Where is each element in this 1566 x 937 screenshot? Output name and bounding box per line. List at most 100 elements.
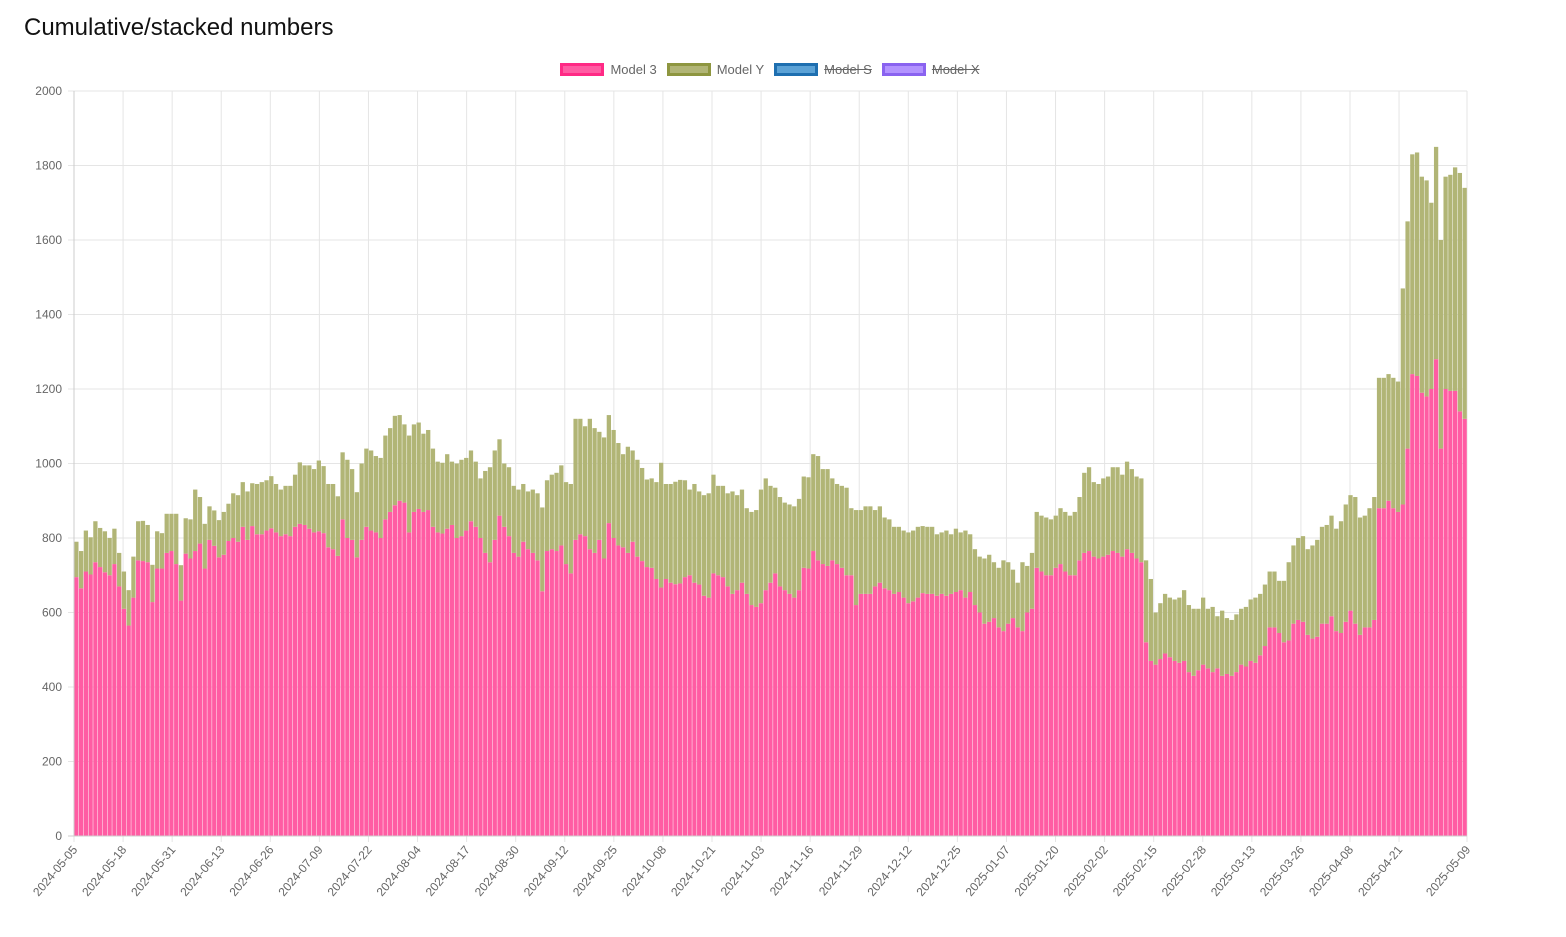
bar-model-y <box>1053 515 1058 568</box>
bar-model-3 <box>991 618 997 836</box>
bar-model-y <box>963 530 968 598</box>
bar-model-y <box>226 503 231 541</box>
bar-model-3 <box>711 573 716 836</box>
bar-model-3 <box>644 567 650 836</box>
legend-label: Model Y <box>716 62 765 77</box>
bar-model-y <box>735 495 740 591</box>
bar-model-y <box>349 469 355 540</box>
bar-model-y <box>1353 497 1358 624</box>
bar-model-y <box>525 491 531 550</box>
bar-model-y <box>1310 545 1315 639</box>
bar-model-3 <box>1172 660 1177 836</box>
bar-model-y <box>1433 146 1439 360</box>
bar-model-3 <box>159 568 165 836</box>
bar-model-y <box>521 483 526 542</box>
bar-model-3 <box>1105 554 1111 836</box>
bar-model-y <box>1376 377 1382 509</box>
bar-model-y <box>1086 467 1092 552</box>
legend-item-model-s[interactable]: Model S <box>774 62 872 77</box>
bar-model-y <box>269 476 274 529</box>
bar-model-3 <box>1405 448 1410 836</box>
bar-model-y <box>136 521 141 561</box>
bar-model-3 <box>1305 634 1310 836</box>
bar-model-y <box>1015 582 1020 628</box>
bar-model-3 <box>649 567 654 836</box>
bar-model-3 <box>858 593 863 836</box>
bar-model-3 <box>1248 660 1253 836</box>
bar-model-y <box>1296 538 1301 620</box>
legend-item-model-x[interactable]: Model X <box>881 62 980 77</box>
bar-model-y <box>454 463 459 538</box>
bar-model-y <box>1229 619 1234 676</box>
legend-swatch <box>666 63 711 76</box>
bar-model-y <box>98 527 103 568</box>
bar-model-y <box>1101 478 1106 557</box>
bar-model-3 <box>782 590 787 836</box>
page-title: Cumulative/stacked numbers <box>24 14 334 41</box>
bar-model-3 <box>606 523 611 836</box>
bar-model-y <box>1410 154 1415 375</box>
y-tick-label: 200 <box>42 755 62 769</box>
bar-model-y <box>1167 597 1172 658</box>
legend-item-model-3[interactable]: Model 3 <box>560 62 657 77</box>
bar-model-y <box>383 435 388 520</box>
bar-model-3 <box>777 586 783 836</box>
bar-model-y <box>473 461 478 527</box>
bar-model-3 <box>430 526 436 836</box>
bar-model-3 <box>497 515 502 836</box>
bar-model-y <box>426 429 431 511</box>
bar-model-y <box>920 526 925 594</box>
bar-model-y <box>1386 374 1391 501</box>
bar-model-y <box>1082 472 1087 553</box>
bar-model-y <box>193 489 198 552</box>
bar-model-y <box>687 489 692 576</box>
bar-model-y <box>968 534 973 593</box>
bar-model-3 <box>1272 627 1277 836</box>
bar-model-y <box>858 510 863 594</box>
bar-model-3 <box>620 547 626 836</box>
bar-model-3 <box>473 526 478 836</box>
bar-model-3 <box>768 582 773 836</box>
bar-model-3 <box>74 577 79 836</box>
bar-model-3 <box>1177 662 1182 836</box>
bar-model-y <box>497 439 502 516</box>
bar-model-3 <box>663 578 669 836</box>
bar-model-y <box>910 530 916 602</box>
legend-label: Model S <box>824 62 872 77</box>
bar-model-3 <box>240 526 245 836</box>
bar-model-3 <box>259 534 264 836</box>
bar-model-y <box>939 532 944 594</box>
bar-model-3 <box>1058 564 1063 836</box>
bar-model-y <box>815 456 821 561</box>
x-tick-label: 2024-11-03 <box>718 843 768 899</box>
bar-model-3 <box>126 625 131 836</box>
bar-model-3 <box>311 532 317 836</box>
bar-model-3 <box>302 524 307 836</box>
bar-model-3 <box>1348 610 1353 836</box>
bar-model-3 <box>573 539 578 836</box>
bar-model-y <box>1357 517 1363 635</box>
bar-model-y <box>335 496 341 556</box>
bar-model-3 <box>763 590 768 836</box>
x-tick-label: 2024-06-26 <box>226 843 276 899</box>
bar-model-y <box>311 469 317 533</box>
bar-model-y <box>839 485 844 568</box>
bar-model-3 <box>839 567 844 836</box>
bar-model-3 <box>982 623 987 836</box>
bar-model-3 <box>502 526 507 836</box>
bar-model-y <box>1414 152 1420 376</box>
bar-model-3 <box>349 539 355 836</box>
bar-model-y <box>958 532 963 591</box>
bar-model-y <box>820 469 825 565</box>
bar-model-y <box>330 483 336 550</box>
bar-model-y <box>449 461 455 525</box>
legend-item-model-y[interactable]: Model Y <box>666 62 765 77</box>
bar-model-3 <box>421 511 426 836</box>
bar-model-3 <box>207 539 212 836</box>
x-tick-label: 2024-12-25 <box>913 843 963 899</box>
bar-model-3 <box>1134 558 1139 836</box>
bar-model-y <box>991 562 997 619</box>
bar-model-y <box>126 590 131 626</box>
bar-model-y <box>996 567 1001 628</box>
bar-model-y <box>730 491 735 594</box>
